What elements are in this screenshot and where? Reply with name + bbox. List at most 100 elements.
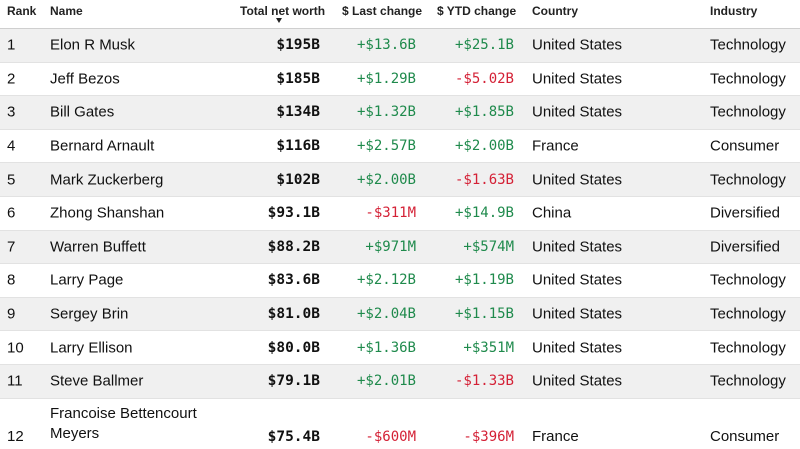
country-cell: United States	[532, 36, 623, 54]
rank-cell: 3	[7, 103, 16, 121]
last-change-cell: +$2.12B	[356, 272, 416, 289]
ytd-change-cell: +$14.9B	[454, 205, 514, 222]
ytd-change-cell: +$1.15B	[454, 306, 514, 323]
table-row[interactable]: 8 Larry Page $83.6B +$2.12B +$1.19B United St…	[0, 264, 800, 298]
industry-column-header[interactable]: Industry	[710, 4, 758, 18]
industry-cell: Technology	[710, 372, 786, 390]
ytd-change-column-header[interactable]: $ YTD change	[437, 4, 517, 18]
ytd-change-cell: +$25.1B	[454, 37, 514, 54]
country-cell: United States	[532, 238, 623, 256]
country-cell: United States	[532, 171, 623, 189]
ytd-change-cell: +$574M	[463, 238, 514, 255]
ytd-change-cell: -$1.63B	[454, 171, 514, 188]
country-cell: United States	[532, 305, 623, 323]
rank-cell: 9	[7, 305, 16, 323]
name-cell[interactable]: Larry Ellison	[50, 339, 133, 357]
rank-cell: 1	[7, 36, 16, 54]
name-cell[interactable]: Sergey Brin	[50, 305, 129, 323]
ytd-change-cell: -$1.33B	[454, 373, 514, 390]
rank-cell: 11	[7, 372, 23, 390]
ytd-change-cell: -$5.02B	[454, 70, 514, 87]
name-cell[interactable]: Jeff Bezos	[50, 70, 120, 88]
country-cell: United States	[532, 271, 623, 289]
net-worth-cell: $88.2B	[267, 238, 320, 255]
ytd-change-cell: +$1.19B	[454, 272, 514, 289]
name-cell[interactable]: Bernard Arnault	[50, 137, 155, 155]
name-cell[interactable]: Warren Buffett	[50, 238, 146, 256]
table-row[interactable]: 1 Elon R Musk $195B +$13.6B +$25.1B United St…	[0, 29, 800, 63]
last-change-cell: +$13.6B	[356, 37, 416, 54]
table-row[interactable]: 3 Bill Gates $134B +$1.32B +$1.85B United Sta…	[0, 96, 800, 130]
last-change-cell: +$1.32B	[356, 104, 416, 121]
table-row[interactable]: 12 Francoise Bettencourt Meyers $75.4B -$60…	[0, 399, 800, 449]
industry-cell: Technology	[710, 339, 786, 357]
country-cell: United States	[532, 372, 623, 390]
industry-cell: Technology	[710, 171, 786, 189]
sort-descending-icon[interactable]	[276, 18, 282, 23]
name-cell[interactable]: Mark Zuckerberg	[50, 171, 164, 189]
industry-cell: Technology	[710, 103, 786, 121]
rank-cell: 10	[7, 339, 24, 357]
rank-cell: 8	[7, 271, 16, 289]
name-column-header[interactable]: Name	[50, 4, 83, 18]
name-cell[interactable]: Bill Gates	[50, 103, 115, 121]
industry-cell: Diversified	[710, 238, 781, 256]
country-cell: France	[532, 427, 579, 445]
net-worth-cell: $79.1B	[267, 373, 320, 390]
table-header: Rank Name Total net worth $ Last change …	[0, 0, 800, 29]
name-cell[interactable]: Larry Page	[50, 271, 124, 289]
table-row[interactable]: 2 Jeff Bezos $185B +$1.29B -$5.02B United Sta…	[0, 63, 800, 97]
last-change-cell: -$311M	[365, 205, 416, 222]
rank-cell: 4	[7, 137, 16, 155]
country-column-header[interactable]: Country	[532, 4, 578, 18]
ytd-change-cell: +$1.85B	[454, 104, 514, 121]
name-cell[interactable]: Francoise Bettencourt Meyers	[50, 404, 197, 442]
net-worth-cell: $102B	[276, 171, 320, 188]
table-row[interactable]: 4 Bernard Arnault $116B +$2.57B +$2.00B Franc…	[0, 130, 800, 164]
table-row[interactable]: 9 Sergey Brin $81.0B +$2.04B +$1.15B United S…	[0, 297, 800, 332]
net-worth-cell: $116B	[276, 138, 320, 155]
country-cell: United States	[532, 339, 623, 357]
last-change-cell: +$971M	[365, 238, 416, 255]
table-row[interactable]: 11 Steve Ballmer $79.1B +$2.01B -$1.33B Unite…	[0, 364, 800, 399]
rank-cell: 2	[7, 70, 16, 88]
ytd-change-cell: +$351M	[463, 339, 514, 356]
net-worth-cell: $83.6B	[267, 272, 320, 289]
rank-column-header[interactable]: Rank	[7, 4, 37, 18]
last-change-cell: +$1.29B	[356, 70, 416, 87]
rank-cell: 7	[7, 238, 16, 256]
ytd-change-cell: -$396M	[463, 428, 514, 445]
net-worth-column-header[interactable]: Total net worth	[240, 4, 326, 18]
industry-cell: Technology	[710, 36, 786, 54]
last-change-cell: +$2.00B	[356, 171, 416, 188]
table-row[interactable]: 7 Warren Buffett $88.2B +$971M +$574M United …	[0, 230, 800, 265]
table-row[interactable]: 6 Zhong Shanshan $93.1B -$311M +$14.9B China D…	[0, 197, 800, 231]
net-worth-cell: $80.0B	[267, 339, 320, 356]
rank-cell: 5	[7, 171, 16, 189]
country-cell: United States	[532, 103, 623, 121]
industry-cell: Technology	[710, 305, 786, 323]
table-row[interactable]: 5 Mark Zuckerberg $102B +$2.00B -$1.63B Unite…	[0, 163, 800, 197]
country-cell: France	[532, 137, 579, 155]
last-change-column-header[interactable]: $ Last change	[342, 4, 423, 18]
rank-cell: 12	[7, 427, 24, 445]
last-change-cell: +$2.01B	[356, 373, 416, 390]
net-worth-cell: $75.4B	[267, 428, 320, 445]
last-change-cell: +$2.57B	[356, 138, 416, 155]
net-worth-cell: $134B	[276, 104, 320, 121]
last-change-cell: -$600M	[365, 428, 416, 445]
country-cell: China	[532, 204, 572, 222]
name-cell[interactable]: Steve Ballmer	[50, 372, 144, 390]
ytd-change-cell: +$2.00B	[454, 138, 514, 155]
net-worth-cell: $185B	[276, 70, 320, 87]
country-cell: United States	[532, 70, 623, 88]
name-cell[interactable]: Elon R Musk	[50, 36, 136, 54]
net-worth-cell: $195B	[276, 37, 320, 54]
last-change-cell: +$2.04B	[356, 306, 416, 323]
net-worth-cell: $93.1B	[267, 205, 320, 222]
industry-cell: Diversified	[710, 204, 781, 222]
industry-cell: Technology	[710, 271, 786, 289]
table-row[interactable]: 10 Larry Ellison $80.0B +$1.36B +$351M United…	[0, 331, 800, 365]
name-cell[interactable]: Zhong Shanshan	[50, 204, 165, 222]
